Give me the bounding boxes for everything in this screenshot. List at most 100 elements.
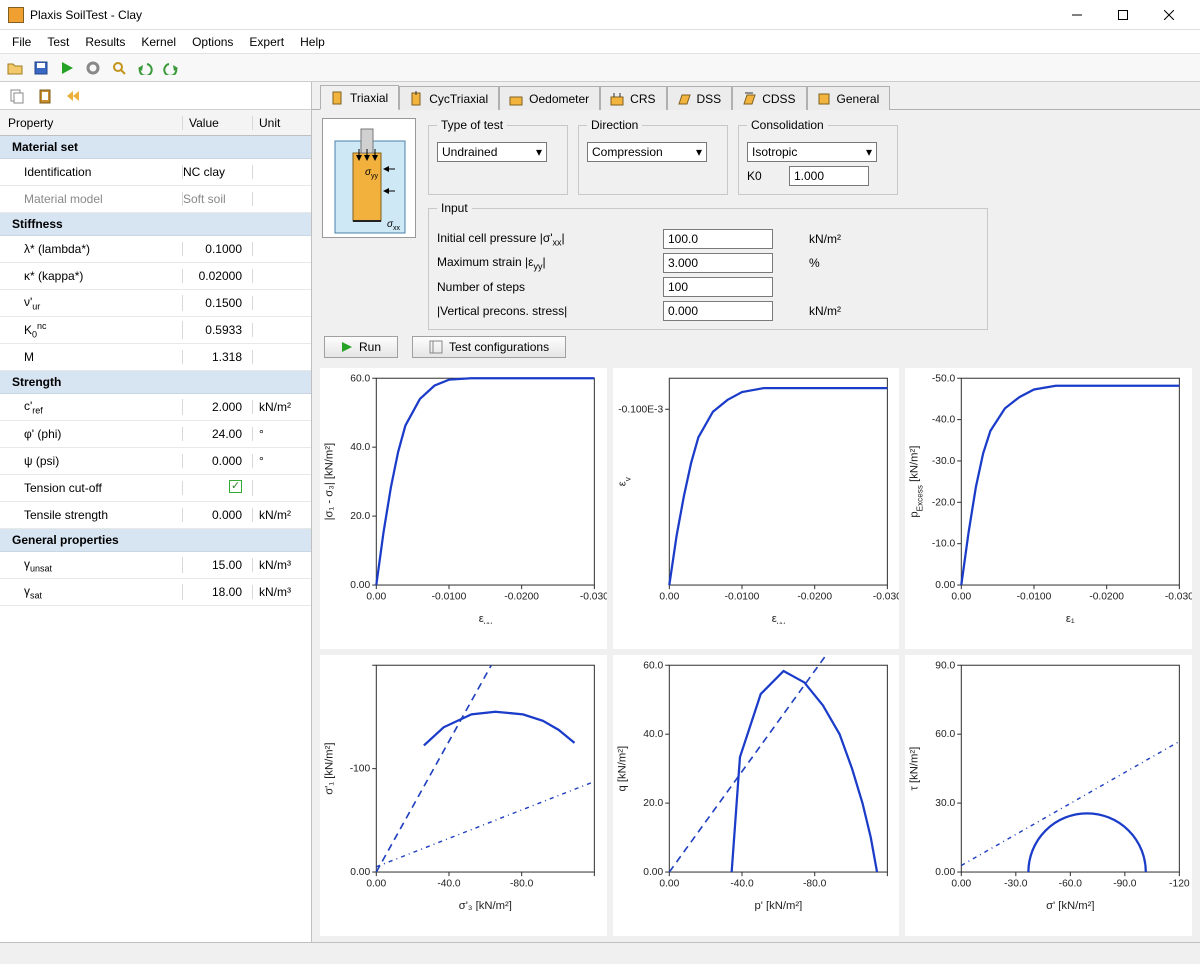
charts-grid: 0.00-0.0100-0.0200-0.0300.0020.040.060.0… xyxy=(312,364,1200,942)
cyctriaxial-icon xyxy=(408,91,424,107)
svg-text:0.00: 0.00 xyxy=(366,878,386,889)
parameters-area: σyy σxx Type of test Undrained▾ Directio… xyxy=(312,110,1200,334)
section-general: General properties xyxy=(0,529,311,552)
chart-6[interactable]: 0.00-30.0-60.0-90.0-1200.0030.060.090.0σ… xyxy=(905,655,1192,936)
save-icon[interactable] xyxy=(30,57,52,79)
chart-3[interactable]: 0.00-0.0100-0.0200-0.0300.00-10.0-20.0-3… xyxy=(905,368,1192,649)
input-max-strain[interactable]: 3.000 xyxy=(663,253,773,273)
property-panel: Property Value Unit Material set Identif… xyxy=(0,82,312,942)
prop-identification[interactable]: IdentificationNC clay xyxy=(0,159,311,186)
prop-material-model[interactable]: Material modelSoft soil xyxy=(0,186,311,213)
input-initial-cell-pressure[interactable]: 100.0 xyxy=(663,229,773,249)
test-diagram: σyy σxx xyxy=(322,118,416,238)
prop-lambda[interactable]: λ* (lambda*)0.1000 xyxy=(0,236,311,263)
svg-text:yy: yy xyxy=(371,173,379,180)
svg-text:30.0: 30.0 xyxy=(936,798,956,809)
tab-crs[interactable]: CRS xyxy=(600,86,666,110)
prop-cref[interactable]: c'ref2.000kN/m² xyxy=(0,394,311,421)
svg-text:20.0: 20.0 xyxy=(643,798,663,809)
group-input: Input Initial cell pressure |σ'xx|100.0k… xyxy=(428,201,988,330)
select-type-of-test[interactable]: Undrained▾ xyxy=(437,142,547,162)
settings-icon[interactable] xyxy=(82,57,104,79)
prop-tension-cutoff[interactable]: Tension cut-off xyxy=(0,475,311,502)
svg-text:60.0: 60.0 xyxy=(936,729,956,740)
chart-1[interactable]: 0.00-0.0100-0.0200-0.0300.0020.040.060.0… xyxy=(320,368,607,649)
menu-options[interactable]: Options xyxy=(184,33,241,51)
property-toolbar xyxy=(0,82,311,110)
select-direction[interactable]: Compression▾ xyxy=(587,142,707,162)
tab-oedometer[interactable]: Oedometer xyxy=(499,86,600,110)
chart-2[interactable]: 0.00-0.0100-0.0200-0.030-0.100E-3εyyεv xyxy=(613,368,900,649)
prop-psi[interactable]: ψ (psi)0.000° xyxy=(0,448,311,475)
svg-text:90.0: 90.0 xyxy=(936,660,956,671)
undo-icon[interactable] xyxy=(134,57,156,79)
svg-text:0.00: 0.00 xyxy=(936,580,956,591)
col-value: Value xyxy=(183,116,253,130)
svg-text:-0.0100: -0.0100 xyxy=(432,591,467,602)
input-k0[interactable]: 1.000 xyxy=(789,166,869,186)
redo-icon[interactable] xyxy=(160,57,182,79)
svg-text:-0.030: -0.030 xyxy=(580,591,607,602)
svg-text:-40.0: -40.0 xyxy=(730,878,754,889)
label-max-strain: Maximum strain |εyy| xyxy=(437,255,657,271)
rewind-icon[interactable] xyxy=(62,85,84,107)
svg-text:-80.0: -80.0 xyxy=(510,878,534,889)
cdss-icon xyxy=(741,91,757,107)
run-icon[interactable] xyxy=(56,57,78,79)
svg-text:xx: xx xyxy=(393,225,401,232)
tab-cyctriaxial[interactable]: CycTriaxial xyxy=(399,86,499,110)
tab-dss[interactable]: DSS xyxy=(667,86,733,110)
label-k0: K0 xyxy=(747,169,783,183)
tab-cdss[interactable]: CDSS xyxy=(732,86,806,110)
svg-text:-0.0100: -0.0100 xyxy=(724,591,759,602)
prop-k0nc[interactable]: K0nc0.5933 xyxy=(0,317,311,344)
section-material: Material set xyxy=(0,136,311,159)
menu-results[interactable]: Results xyxy=(77,33,133,51)
open-icon[interactable] xyxy=(4,57,26,79)
prop-ysat[interactable]: γsat18.00kN/m³ xyxy=(0,579,311,606)
prop-m[interactable]: M1.318 xyxy=(0,344,311,371)
window-title: Plaxis SoilTest - Clay xyxy=(30,8,1054,22)
svg-text:|σ₁ - σ₃| [kN/m²]: |σ₁ - σ₃| [kN/m²] xyxy=(323,443,335,520)
input-nsteps[interactable]: 100 xyxy=(663,277,773,297)
menu-file[interactable]: File xyxy=(4,33,39,51)
prop-vur[interactable]: ν'ur0.1500 xyxy=(0,290,311,317)
copy-icon[interactable] xyxy=(6,85,28,107)
label-nsteps: Number of steps xyxy=(437,280,657,294)
chart-4[interactable]: 0.00-40.0-80.00.00-100σ'₃ [kN/m²]σ'₁ [kN… xyxy=(320,655,607,936)
tab-triaxial[interactable]: Triaxial xyxy=(320,85,399,110)
close-button[interactable] xyxy=(1146,0,1192,30)
select-consolidation[interactable]: Isotropic▾ xyxy=(747,142,877,162)
test-configurations-button[interactable]: Test configurations xyxy=(412,336,566,358)
svg-text:40.0: 40.0 xyxy=(643,729,663,740)
unit-icp: kN/m² xyxy=(809,232,841,246)
label-vps: |Vertical precons. stress| xyxy=(437,304,657,318)
minimize-button[interactable] xyxy=(1054,0,1100,30)
triaxial-icon xyxy=(329,90,345,106)
run-button[interactable]: Run xyxy=(324,336,398,358)
svg-text:pExcess [kN/m²]: pExcess [kN/m²] xyxy=(909,446,925,518)
menu-kernel[interactable]: Kernel xyxy=(133,33,184,51)
input-vertical-precons[interactable]: 0.000 xyxy=(663,301,773,321)
menu-help[interactable]: Help xyxy=(292,33,333,51)
chevron-down-icon: ▾ xyxy=(536,145,542,159)
prop-kappa[interactable]: κ* (kappa*)0.02000 xyxy=(0,263,311,290)
svg-text:-100: -100 xyxy=(350,764,371,775)
menu-expert[interactable]: Expert xyxy=(241,33,292,51)
svg-text:-30.0: -30.0 xyxy=(1004,878,1028,889)
prop-yunsat[interactable]: γunsat15.00kN/m³ xyxy=(0,552,311,579)
svg-text:εyy: εyy xyxy=(479,613,493,624)
prop-phi[interactable]: φ' (phi)24.00° xyxy=(0,421,311,448)
prop-tensile-strength[interactable]: Tensile strength0.000kN/m² xyxy=(0,502,311,529)
svg-text:-0.0100: -0.0100 xyxy=(1017,591,1052,602)
svg-text:-0.100E-3: -0.100E-3 xyxy=(618,404,663,415)
paste-icon[interactable] xyxy=(34,85,56,107)
menu-test[interactable]: Test xyxy=(39,33,77,51)
svg-text:-0.030: -0.030 xyxy=(1165,591,1192,602)
chart-5[interactable]: 0.00-40.0-80.00.0020.040.060.0p' [kN/m²]… xyxy=(613,655,900,936)
chevron-down-icon: ▾ xyxy=(866,145,872,159)
tab-general[interactable]: General xyxy=(807,86,891,110)
general-icon xyxy=(816,91,832,107)
maximize-button[interactable] xyxy=(1100,0,1146,30)
search-settings-icon[interactable] xyxy=(108,57,130,79)
